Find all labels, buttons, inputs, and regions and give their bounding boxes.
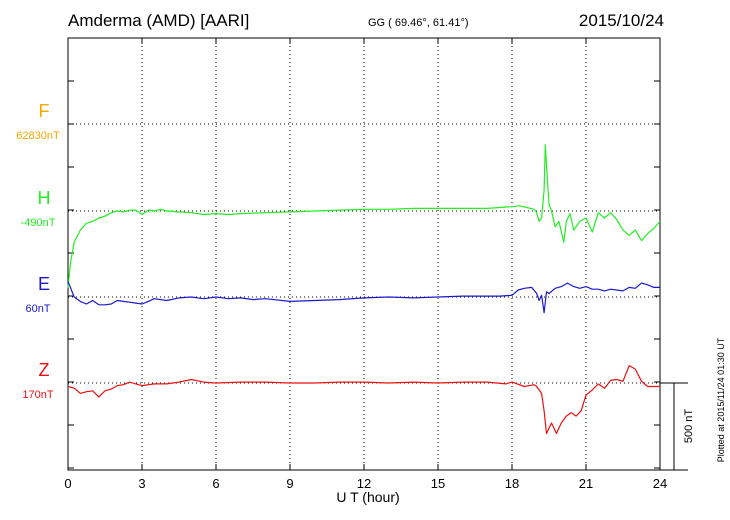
series-name-h: H [38,188,51,208]
series-name-f: F [39,101,50,121]
plot-date: 2015/10/24 [579,11,664,30]
series-baseline-z: 170nT [22,389,53,401]
series-traces [67,144,661,435]
x-tick-label: 3 [138,476,145,491]
scale-bar: 500 nT [660,382,695,471]
plotted-timestamp: Plotted at 2015/11/24 01:30 UT [716,337,726,462]
x-tick-label: 18 [505,476,519,491]
series-line-z [67,365,660,435]
station-title: Amderma (AMD) [AARI] [68,11,249,30]
series-line-h [67,144,661,288]
series-baseline-f: 62830nT [16,130,60,142]
series-name-e: E [38,274,50,294]
x-tick-label: 21 [579,476,593,491]
x-tick-label: 12 [357,476,371,491]
station-coordinates: GG ( 69.46°, 61.41°) [368,17,469,29]
x-tick-label: 6 [212,476,219,491]
x-axis-label: U T (hour) [336,489,399,505]
series-labels: F 62830nT H -490nT E 60nT Z 170nT [16,101,60,401]
x-tick-label: 15 [431,476,445,491]
grid-lines [68,38,660,470]
scale-bar-label: 500 nT [683,409,695,444]
x-axis-ticks: 0 3 6 9 12 15 18 21 24 [64,38,667,491]
series-baseline-h: -490nT [21,217,56,229]
series-line-e [67,281,660,314]
series-baseline-e: 60nT [25,303,50,315]
series-name-z: Z [39,360,50,380]
x-tick-label: 0 [64,476,71,491]
x-tick-label: 24 [653,476,667,491]
x-tick-label: 9 [286,476,293,491]
